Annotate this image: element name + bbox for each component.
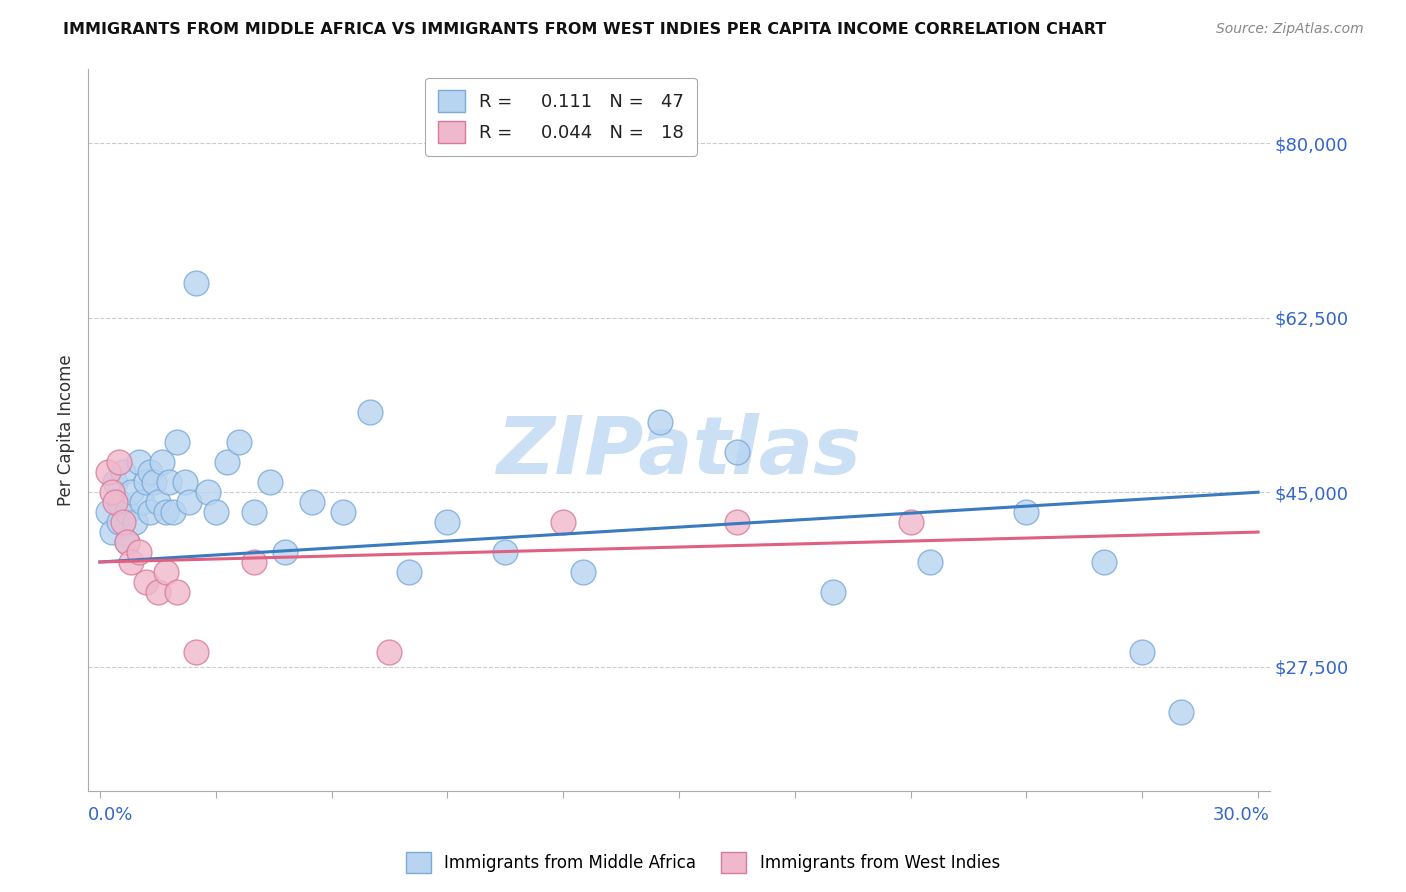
Point <box>139 505 162 519</box>
Point <box>243 555 266 569</box>
Point <box>1130 645 1153 659</box>
Point <box>143 475 166 490</box>
Point <box>173 475 195 490</box>
Point <box>398 565 420 579</box>
Point <box>378 645 401 659</box>
Point <box>197 485 219 500</box>
Text: ZIPatlas: ZIPatlas <box>496 413 862 491</box>
Y-axis label: Per Capita Income: Per Capita Income <box>58 354 75 506</box>
Point <box>332 505 354 519</box>
Point <box>553 515 575 529</box>
Point <box>155 565 177 579</box>
Text: Source: ZipAtlas.com: Source: ZipAtlas.com <box>1216 22 1364 37</box>
Point <box>146 585 169 599</box>
Point <box>128 455 150 469</box>
Text: 30.0%: 30.0% <box>1213 806 1270 824</box>
Point <box>204 505 226 519</box>
Point <box>494 545 516 559</box>
Point <box>97 505 120 519</box>
Point <box>571 565 593 579</box>
Point <box>725 515 748 529</box>
Point <box>177 495 200 509</box>
Point <box>100 485 122 500</box>
Point <box>120 485 142 500</box>
Point <box>115 535 138 549</box>
Point <box>115 505 138 519</box>
Point <box>159 475 181 490</box>
Point <box>217 455 239 469</box>
Point <box>186 645 208 659</box>
Point <box>135 475 157 490</box>
Point <box>155 505 177 519</box>
Point <box>112 465 135 479</box>
Point <box>1015 505 1038 519</box>
Point <box>108 495 131 509</box>
Point <box>135 574 157 589</box>
Legend: R =    0.111   N =  47, R =    0.044   N =  18: R = 0.111 N = 47, R = 0.044 N = 18 <box>425 78 697 156</box>
Point <box>1092 555 1115 569</box>
Point <box>648 416 671 430</box>
Legend: Immigrants from Middle Africa, Immigrants from West Indies: Immigrants from Middle Africa, Immigrant… <box>399 846 1007 880</box>
Point <box>120 555 142 569</box>
Point <box>274 545 297 559</box>
Point <box>146 495 169 509</box>
Point <box>228 435 250 450</box>
Point <box>259 475 281 490</box>
Point <box>301 495 323 509</box>
Point <box>900 515 922 529</box>
Point <box>104 475 127 490</box>
Point <box>823 585 845 599</box>
Point <box>918 555 941 569</box>
Point <box>115 535 138 549</box>
Point <box>166 585 188 599</box>
Point <box>150 455 173 469</box>
Point <box>128 545 150 559</box>
Text: IMMIGRANTS FROM MIDDLE AFRICA VS IMMIGRANTS FROM WEST INDIES PER CAPITA INCOME C: IMMIGRANTS FROM MIDDLE AFRICA VS IMMIGRA… <box>63 22 1107 37</box>
Point <box>139 465 162 479</box>
Point <box>1170 705 1192 719</box>
Point <box>104 495 127 509</box>
Point <box>243 505 266 519</box>
Point <box>112 515 135 529</box>
Point <box>166 435 188 450</box>
Point <box>108 515 131 529</box>
Point <box>162 505 184 519</box>
Point <box>97 465 120 479</box>
Point <box>131 495 153 509</box>
Point <box>725 445 748 459</box>
Point <box>186 276 208 290</box>
Point <box>124 515 146 529</box>
Point <box>359 405 381 419</box>
Point <box>436 515 458 529</box>
Point <box>100 524 122 539</box>
Point <box>108 455 131 469</box>
Text: 0.0%: 0.0% <box>89 806 134 824</box>
